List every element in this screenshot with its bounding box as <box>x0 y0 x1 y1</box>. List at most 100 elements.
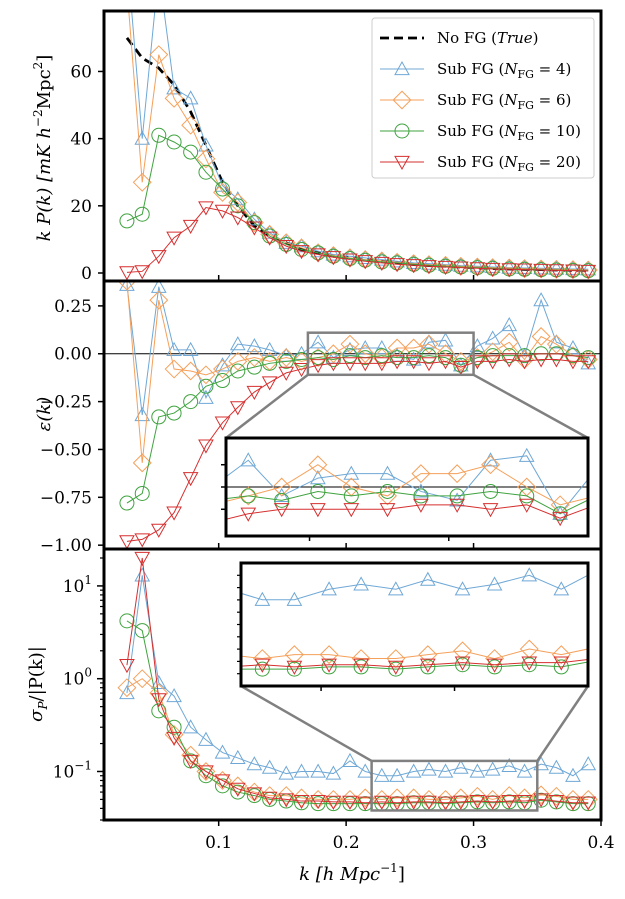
inset-uncertainty-point <box>551 645 571 665</box>
inset-error-point <box>379 503 396 518</box>
inset-uncertainty-point <box>254 658 271 673</box>
error-point <box>389 350 405 366</box>
inset-uncertainty-point <box>420 659 436 675</box>
power-point <box>484 258 501 274</box>
inset-uncertainty-point <box>353 658 369 673</box>
legend-label: Sub FG (NFG = 6) <box>437 91 571 112</box>
uncertainty-point <box>198 765 214 780</box>
power-point <box>214 204 231 219</box>
inset-error-point <box>481 455 500 475</box>
inset-error-point <box>378 486 397 506</box>
power-point <box>294 241 310 257</box>
power-point <box>469 262 486 277</box>
inset-error-point <box>0 527 12 545</box>
error-point <box>198 378 214 394</box>
inset-error-frame <box>224 436 590 538</box>
inset-error-point <box>273 487 290 503</box>
inset-error-point <box>310 503 326 518</box>
uncertainty-point <box>278 793 295 808</box>
power-point <box>166 231 182 246</box>
error-point <box>310 334 326 349</box>
error-point <box>501 316 518 332</box>
inset-uncertainty-series-1-line <box>241 648 588 660</box>
power-point <box>134 265 151 280</box>
y-tick-label: 0.25 <box>54 297 92 317</box>
uncertainty-point <box>357 763 374 778</box>
power-point <box>119 266 135 281</box>
inset-uncertainty-series-0 <box>241 567 588 606</box>
error-point <box>150 523 167 538</box>
uncertainty-point <box>117 678 137 698</box>
inset-error-point <box>205 493 219 507</box>
legend-marker <box>394 60 410 76</box>
power-point <box>278 236 294 252</box>
inset-uncertainty-point <box>387 660 404 675</box>
power-point <box>310 243 326 258</box>
power-point <box>452 257 469 272</box>
inset-uncertainty-series-3 <box>189 656 588 675</box>
uncertainty-point <box>325 795 342 810</box>
inset-uncertainty <box>55 561 625 691</box>
power-point <box>196 149 216 169</box>
power-point <box>501 263 518 278</box>
error-point <box>342 348 358 364</box>
power-point <box>342 248 358 263</box>
inset-uncertainty-point <box>55 656 69 670</box>
power-point <box>373 256 390 271</box>
power-point <box>325 246 342 261</box>
error-series-3 <box>119 353 597 549</box>
inset-error-point <box>518 447 535 462</box>
uncertainty-series-3 <box>119 551 597 811</box>
power-series-4-line <box>126 206 589 273</box>
inset-error-point <box>31 514 49 532</box>
error-point <box>214 357 231 372</box>
inset-uncertainty-point <box>187 650 205 668</box>
y-tick-label: 10−1 <box>53 758 92 782</box>
inset-uncertainty-point <box>321 581 337 596</box>
inset-uncertainty-point <box>284 645 304 665</box>
power-point <box>213 182 232 202</box>
error-point <box>342 357 358 372</box>
y-tick-label: −1.00 <box>40 536 92 556</box>
power-point <box>357 255 374 270</box>
error-point <box>421 348 437 364</box>
inset-uncertainty-point <box>419 658 436 673</box>
power-point <box>389 258 405 273</box>
inset-error-point <box>205 480 219 493</box>
inset-uncertainty-point <box>319 645 339 665</box>
y-tick-label: 101 <box>63 573 92 597</box>
power-point <box>181 115 201 135</box>
panel-uncertainty: 10−1 100 101 0.1 0.2 0.3 0.4 <box>53 547 625 853</box>
error-point <box>372 348 392 368</box>
x-tick-label: 0.1 <box>205 833 232 853</box>
power-point <box>150 250 167 265</box>
y-axis-label-uncertainty: σP/|P(k)| <box>26 646 50 722</box>
power-point <box>183 144 199 160</box>
uncertainty-point <box>342 752 358 768</box>
error-point <box>246 359 262 375</box>
y-tick-label: 20 <box>70 197 92 217</box>
power-point <box>389 253 405 268</box>
inset-uncertainty-point <box>419 571 436 586</box>
uncertainty-point <box>405 795 422 810</box>
inset-uncertainty-point <box>254 591 271 606</box>
uncertainty-point <box>469 794 486 810</box>
inset-uncertainty-point <box>553 581 570 596</box>
inset-error-point <box>380 483 396 499</box>
inset-uncertainty-point <box>254 661 270 677</box>
error-point <box>580 350 596 366</box>
inset-error-point <box>552 506 568 522</box>
error-point <box>229 336 246 351</box>
legend-entry: Sub FG (NFG = 4) <box>380 60 571 81</box>
uncertainty-point <box>292 788 311 808</box>
error-point <box>182 341 199 357</box>
power-point <box>182 219 199 235</box>
inset-uncertainty-point <box>189 659 203 672</box>
inset-uncertainty-point <box>619 642 625 660</box>
x-tick-label: 0.2 <box>333 833 360 853</box>
inset-error-point <box>310 483 326 499</box>
inset-uncertainty-series-3-line <box>241 658 588 668</box>
error-point <box>533 353 549 368</box>
uncertainty-point <box>215 778 231 794</box>
error-point <box>421 357 437 372</box>
